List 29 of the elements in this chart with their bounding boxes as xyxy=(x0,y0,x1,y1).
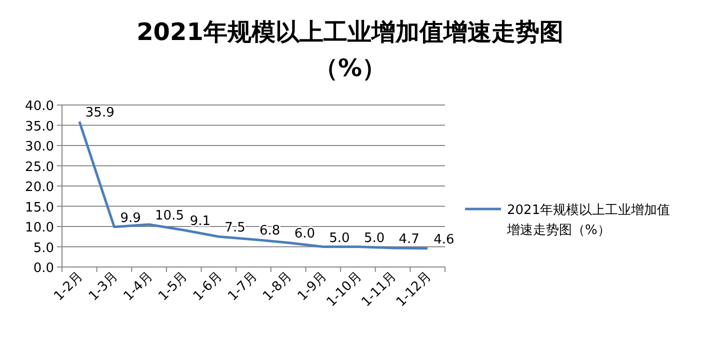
data-label: 9.1 xyxy=(190,214,211,230)
y-tick-label: 25.0 xyxy=(25,160,54,175)
data-label: 10.5 xyxy=(155,208,184,224)
x-tick-label: 1-3月 xyxy=(86,269,122,304)
data-label: 6.0 xyxy=(294,226,316,242)
y-tick-label: 30.0 xyxy=(25,140,54,154)
x-tick-label: 1-8月 xyxy=(260,269,296,304)
data-label: 5.0 xyxy=(329,230,350,246)
y-tick-label: 0.0 xyxy=(33,261,54,276)
data-label: 35.9 xyxy=(85,106,114,121)
chart-title: 2021年规模以上工业增加值增速走势图（%） xyxy=(136,18,564,82)
line-series xyxy=(78,120,429,250)
data-label: 4.6 xyxy=(434,232,454,248)
x-tick-label: 1-5月 xyxy=(156,269,191,304)
data-label: 4.7 xyxy=(398,232,420,247)
data-label: 7.5 xyxy=(224,220,246,236)
y-tick-label: 15.0 xyxy=(25,200,54,216)
y-tick-label: 20.0 xyxy=(25,180,54,195)
y-tick-label: 5.0 xyxy=(33,240,54,256)
y-tick-label: 35.0 xyxy=(25,119,54,134)
x-tick-label: 1-7月 xyxy=(226,269,260,304)
x-tick-label: 1-6月 xyxy=(190,269,226,304)
legend-label: 2021年规模以上工业增加值增速走势图（%） xyxy=(506,203,670,238)
data-label: 5.0 xyxy=(364,230,385,246)
y-tick-label: 10.0 xyxy=(25,220,54,236)
data-label: 6.8 xyxy=(260,223,280,238)
data-label: 9.9 xyxy=(120,210,141,226)
y-tick-label: 40.0 xyxy=(25,99,54,114)
x-tick-label: 1-4月 xyxy=(121,269,156,304)
